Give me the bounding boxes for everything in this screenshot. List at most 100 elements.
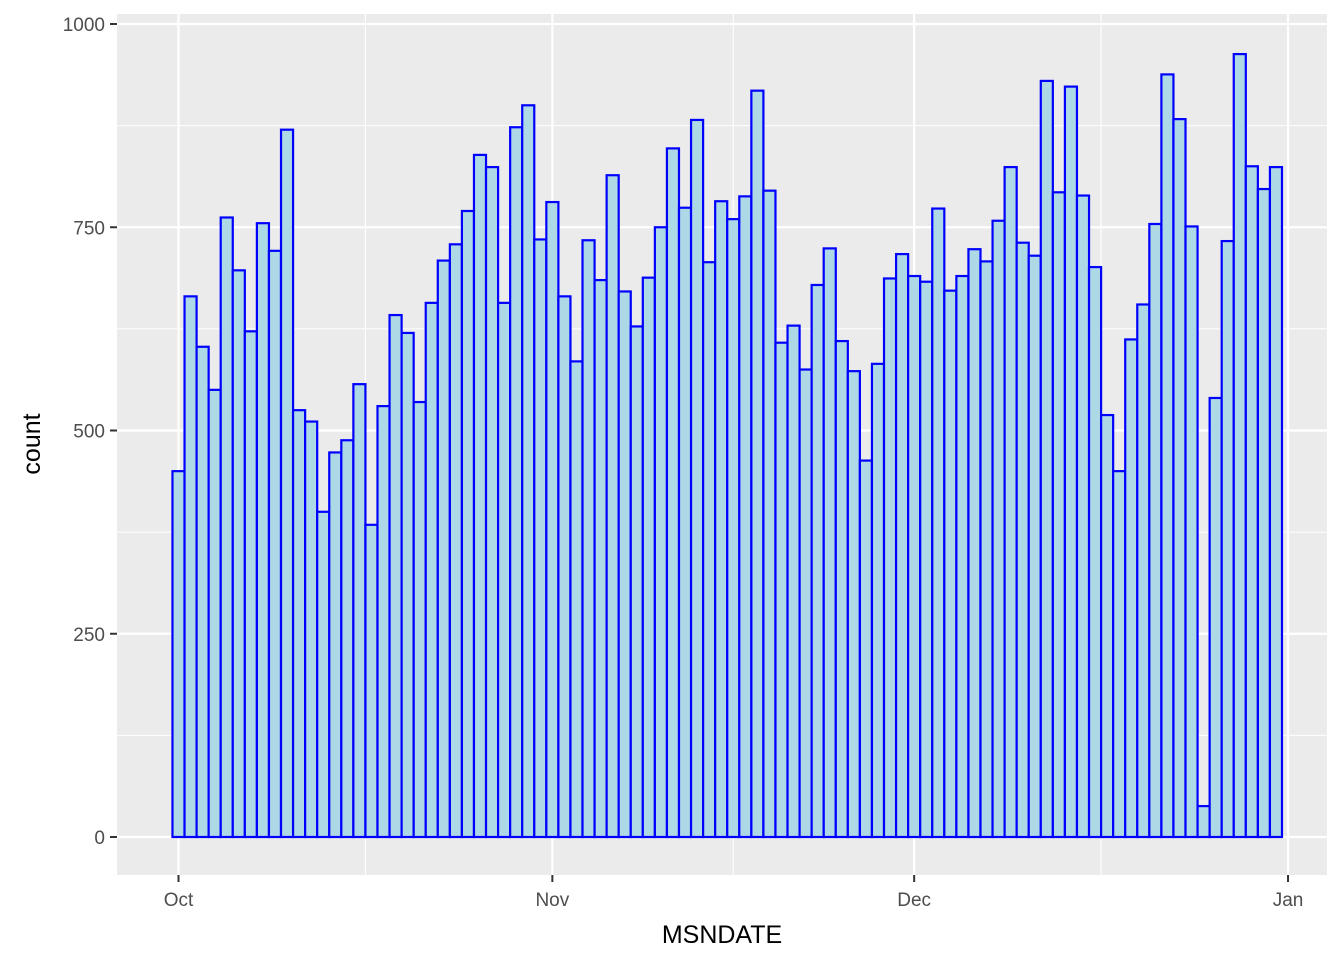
histogram-bar bbox=[291, 409, 307, 839]
histogram-bar bbox=[931, 207, 946, 839]
histogram-bar bbox=[919, 280, 934, 839]
histogram-bar bbox=[304, 420, 319, 839]
histogram-bar bbox=[255, 222, 271, 839]
histogram-bar bbox=[798, 368, 813, 839]
histogram-bar bbox=[726, 218, 741, 839]
histogram-bar bbox=[1268, 165, 1284, 839]
histogram-bar bbox=[195, 345, 210, 839]
histogram-bar bbox=[991, 219, 1006, 839]
histogram-bar bbox=[388, 313, 403, 839]
histogram-bar bbox=[1087, 265, 1103, 839]
histogram-bar bbox=[1184, 225, 1199, 839]
histogram-bar bbox=[943, 289, 958, 839]
histogram-bar bbox=[207, 388, 222, 839]
histogram-bar bbox=[629, 325, 644, 839]
histogram-bar bbox=[967, 248, 982, 839]
histogram-bar bbox=[822, 247, 837, 839]
histogram-bar bbox=[279, 128, 295, 839]
histogram-bar bbox=[762, 189, 777, 839]
histogram-bar bbox=[267, 249, 283, 839]
histogram-bar bbox=[979, 260, 994, 839]
histogram-bar bbox=[1039, 79, 1054, 839]
y-tick-label: 500 bbox=[73, 422, 105, 443]
histogram-bar bbox=[328, 451, 343, 839]
histogram-bar bbox=[533, 238, 548, 839]
histogram-bar bbox=[340, 439, 355, 839]
histogram-bar bbox=[907, 274, 922, 839]
histogram-bar bbox=[436, 259, 451, 839]
histogram-bar bbox=[1256, 187, 1272, 839]
x-tick-label: Oct bbox=[164, 890, 194, 911]
histogram-bar bbox=[677, 206, 693, 839]
histogram-bar bbox=[545, 200, 560, 839]
histogram-bar bbox=[376, 405, 391, 839]
histogram-bar bbox=[1172, 118, 1187, 839]
y-axis-title: count bbox=[18, 413, 46, 474]
histogram-bar bbox=[1051, 191, 1067, 839]
histogram-bar bbox=[605, 174, 620, 839]
histogram-bar bbox=[1099, 413, 1115, 839]
histogram-bar bbox=[1208, 396, 1223, 839]
x-axis-title: MSNDATE bbox=[662, 921, 782, 949]
histogram-bar bbox=[581, 239, 596, 839]
histogram-bar bbox=[569, 360, 584, 839]
histogram-bar bbox=[1148, 222, 1163, 839]
histogram-bar bbox=[593, 278, 608, 839]
histogram-bar bbox=[231, 269, 246, 839]
histogram-bar bbox=[412, 400, 427, 839]
histogram-bar bbox=[1027, 254, 1042, 839]
x-axis: Oct Nov Dec Jan bbox=[164, 875, 1304, 911]
y-tick-label: 750 bbox=[73, 218, 105, 239]
histogram-bar bbox=[882, 277, 898, 839]
histogram-bar bbox=[484, 165, 500, 839]
histogram-bar bbox=[858, 459, 874, 839]
x-tick-label: Jan bbox=[1273, 890, 1304, 911]
histogram-bar bbox=[424, 301, 439, 839]
histogram-bar bbox=[496, 301, 512, 839]
histogram-bar bbox=[750, 89, 765, 839]
histogram-bar bbox=[738, 195, 753, 839]
histogram-bar bbox=[219, 216, 234, 839]
y-axis: 0 250 500 750 1000 bbox=[63, 15, 117, 849]
histogram-bar bbox=[1160, 73, 1175, 839]
y-tick-label: 250 bbox=[73, 625, 105, 646]
histogram-bar bbox=[689, 118, 705, 839]
histogram-bar bbox=[364, 523, 379, 839]
histogram-bar bbox=[846, 370, 861, 839]
histogram-bar bbox=[1220, 239, 1235, 839]
histogram-bar bbox=[460, 209, 476, 839]
histogram-bar bbox=[1244, 165, 1259, 839]
histogram-bar bbox=[653, 226, 669, 839]
histogram-bar bbox=[894, 252, 910, 839]
histogram-bar bbox=[521, 104, 536, 839]
y-tick-label: 1000 bbox=[63, 15, 105, 36]
histogram-bar bbox=[557, 295, 572, 839]
histogram-bar bbox=[834, 339, 849, 839]
histogram-bar bbox=[243, 330, 258, 839]
histogram-bar bbox=[617, 290, 632, 839]
histogram-bar bbox=[1196, 805, 1211, 839]
histogram-bar bbox=[316, 510, 331, 839]
histogram-bar bbox=[171, 470, 186, 839]
histogram-bar bbox=[1075, 194, 1091, 839]
histogram-bar bbox=[472, 153, 488, 839]
histogram-bar bbox=[183, 295, 198, 839]
histogram-bar bbox=[1003, 165, 1018, 839]
histogram-bar bbox=[641, 276, 656, 839]
histogram-bar bbox=[955, 274, 970, 839]
y-tick-label: 0 bbox=[94, 828, 105, 849]
histogram-bar bbox=[1063, 85, 1079, 839]
histogram-bar bbox=[702, 261, 717, 839]
histogram-bar bbox=[1136, 303, 1151, 839]
histogram-bar bbox=[352, 383, 367, 839]
histogram-bar bbox=[1124, 338, 1139, 839]
histogram-bar bbox=[714, 200, 729, 839]
histogram-bar bbox=[509, 126, 524, 839]
histogram-bar bbox=[665, 147, 681, 839]
bars bbox=[171, 52, 1284, 839]
histogram-bar bbox=[1232, 52, 1247, 839]
x-tick-label: Nov bbox=[535, 890, 569, 911]
histogram-bar bbox=[870, 362, 886, 839]
histogram-bar bbox=[810, 283, 825, 839]
